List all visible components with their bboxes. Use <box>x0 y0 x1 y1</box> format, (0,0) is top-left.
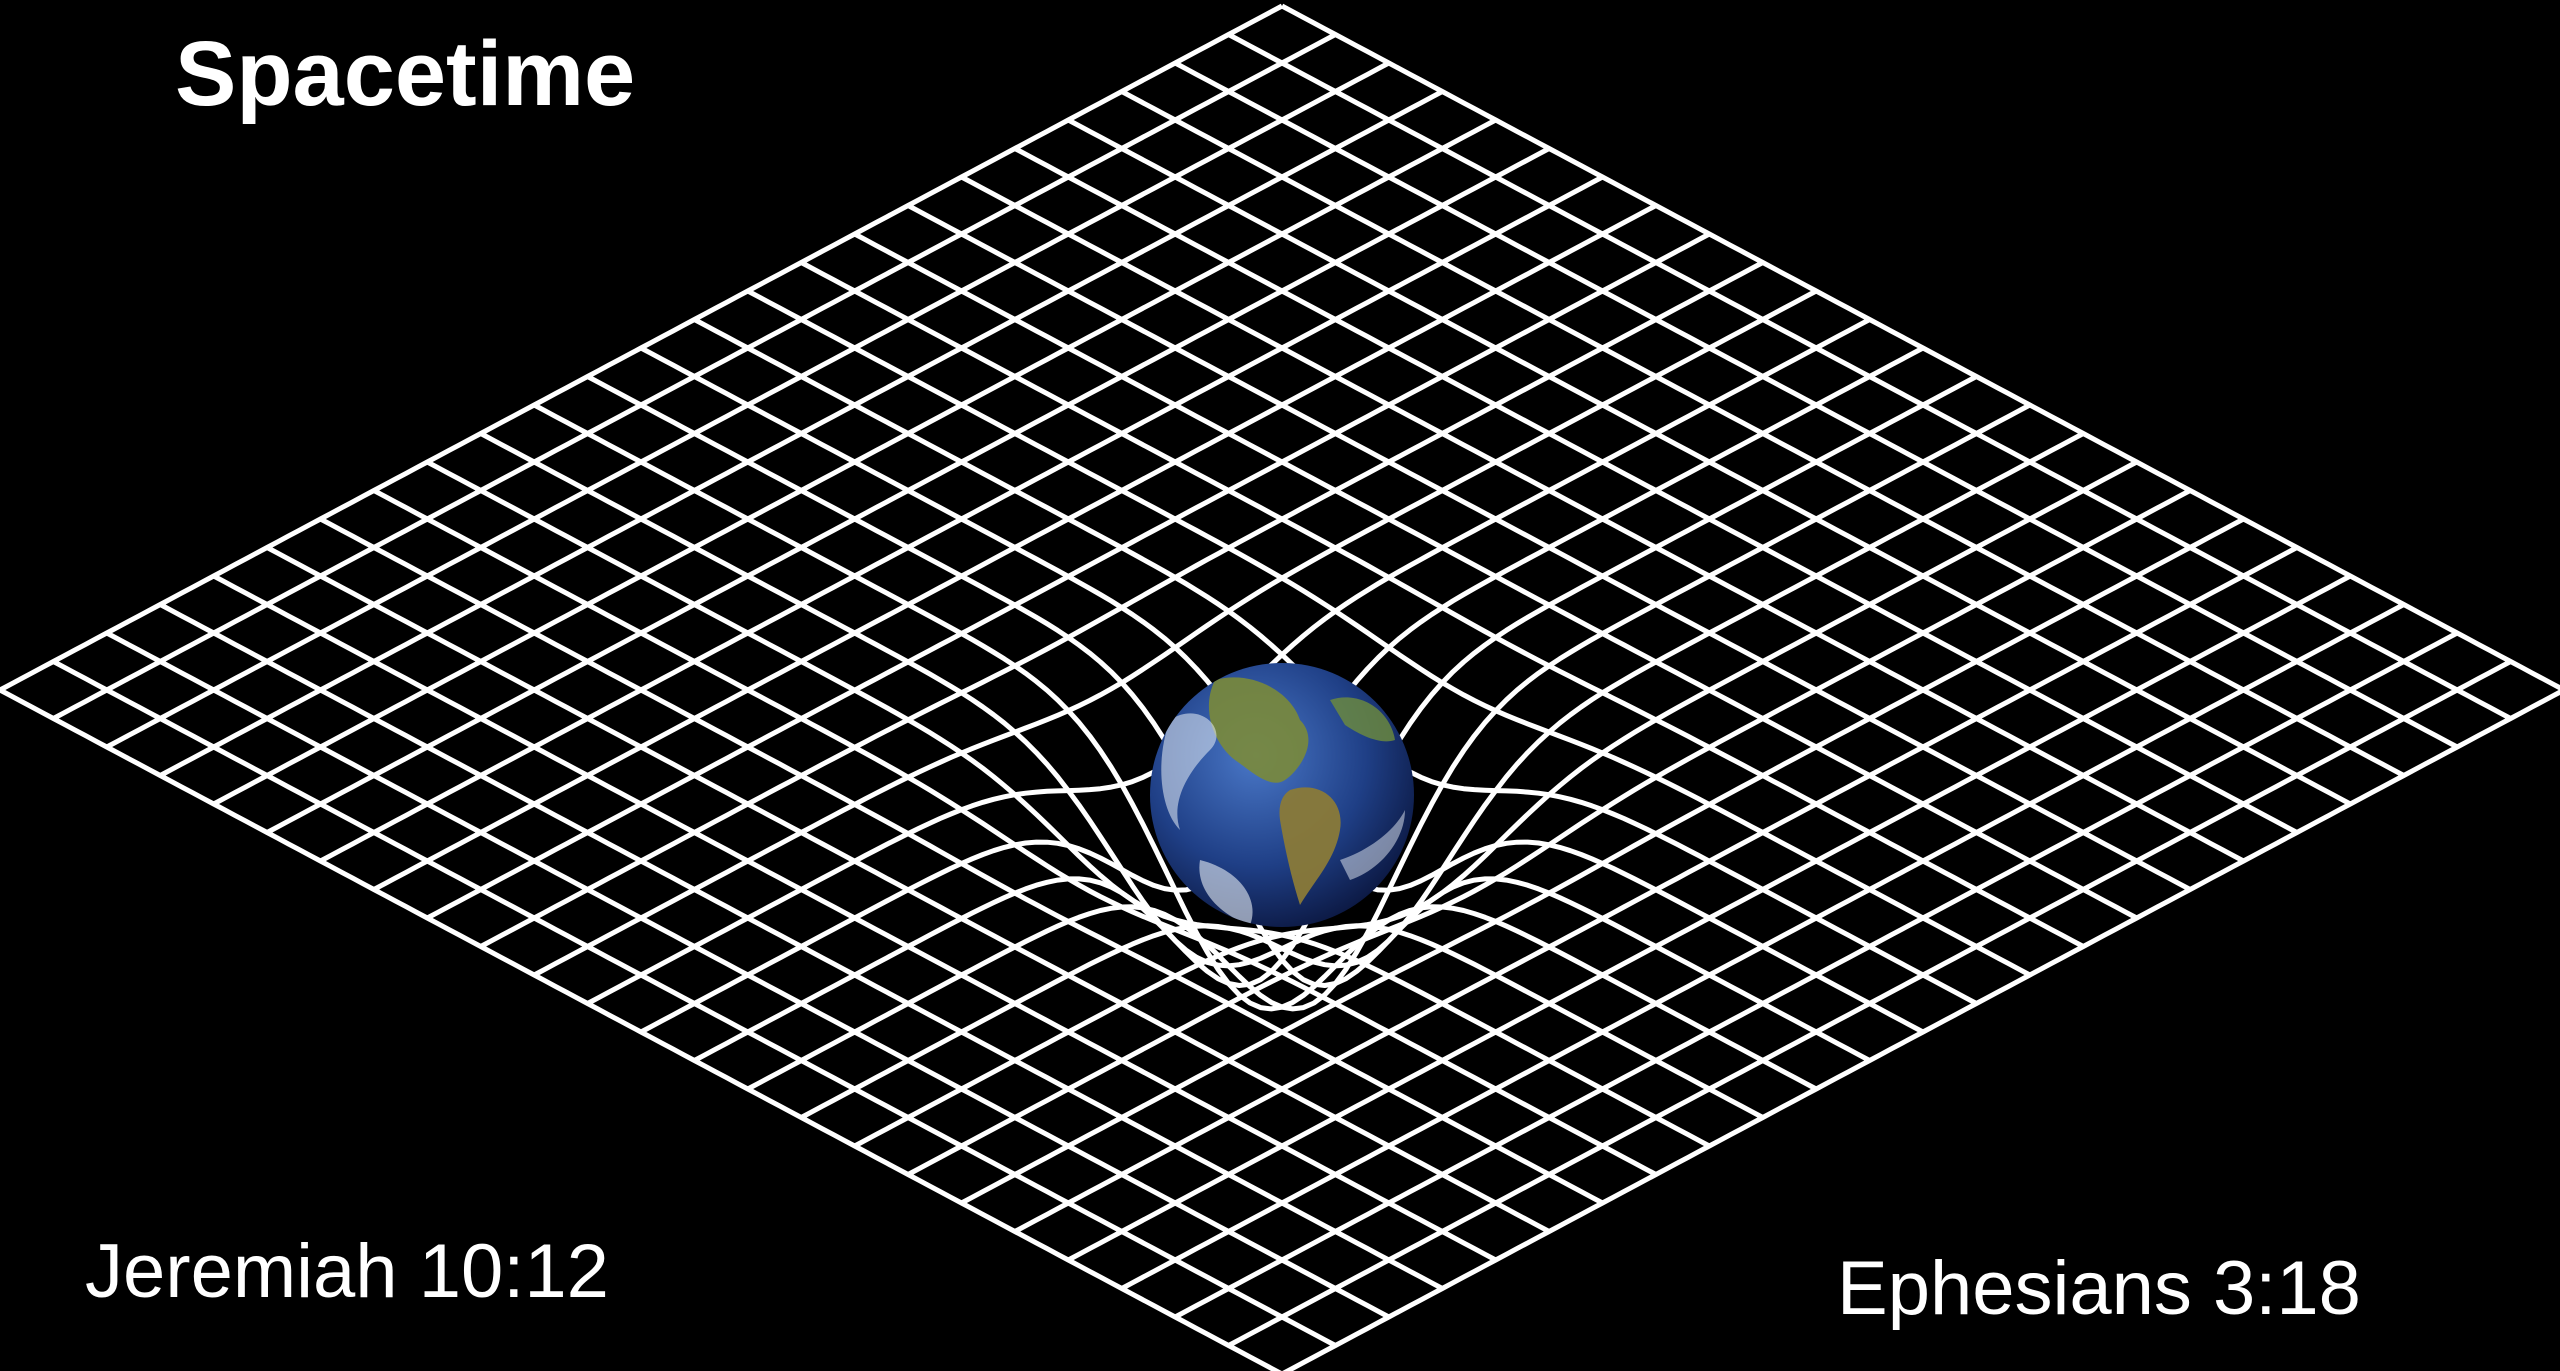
grid-line <box>1227 659 2512 1348</box>
slide-title: Spacetime <box>175 23 635 125</box>
grid-line <box>0 687 1282 1371</box>
grid-line <box>1282 689 2560 1371</box>
reference-right: Ephesians 3:18 <box>1837 1246 2361 1331</box>
spacetime-grid <box>0 3 2560 1371</box>
grid-line <box>159 602 1444 1291</box>
grid-line <box>105 630 1390 1320</box>
earth-land <box>1161 677 1405 925</box>
reference-left: Jeremiah 10:12 <box>85 1229 609 1314</box>
grid-line <box>212 573 1497 1263</box>
earth <box>1150 663 1414 927</box>
grid-line <box>52 659 1337 1348</box>
grid-line <box>1174 630 2459 1320</box>
grid-line <box>1120 602 2405 1291</box>
